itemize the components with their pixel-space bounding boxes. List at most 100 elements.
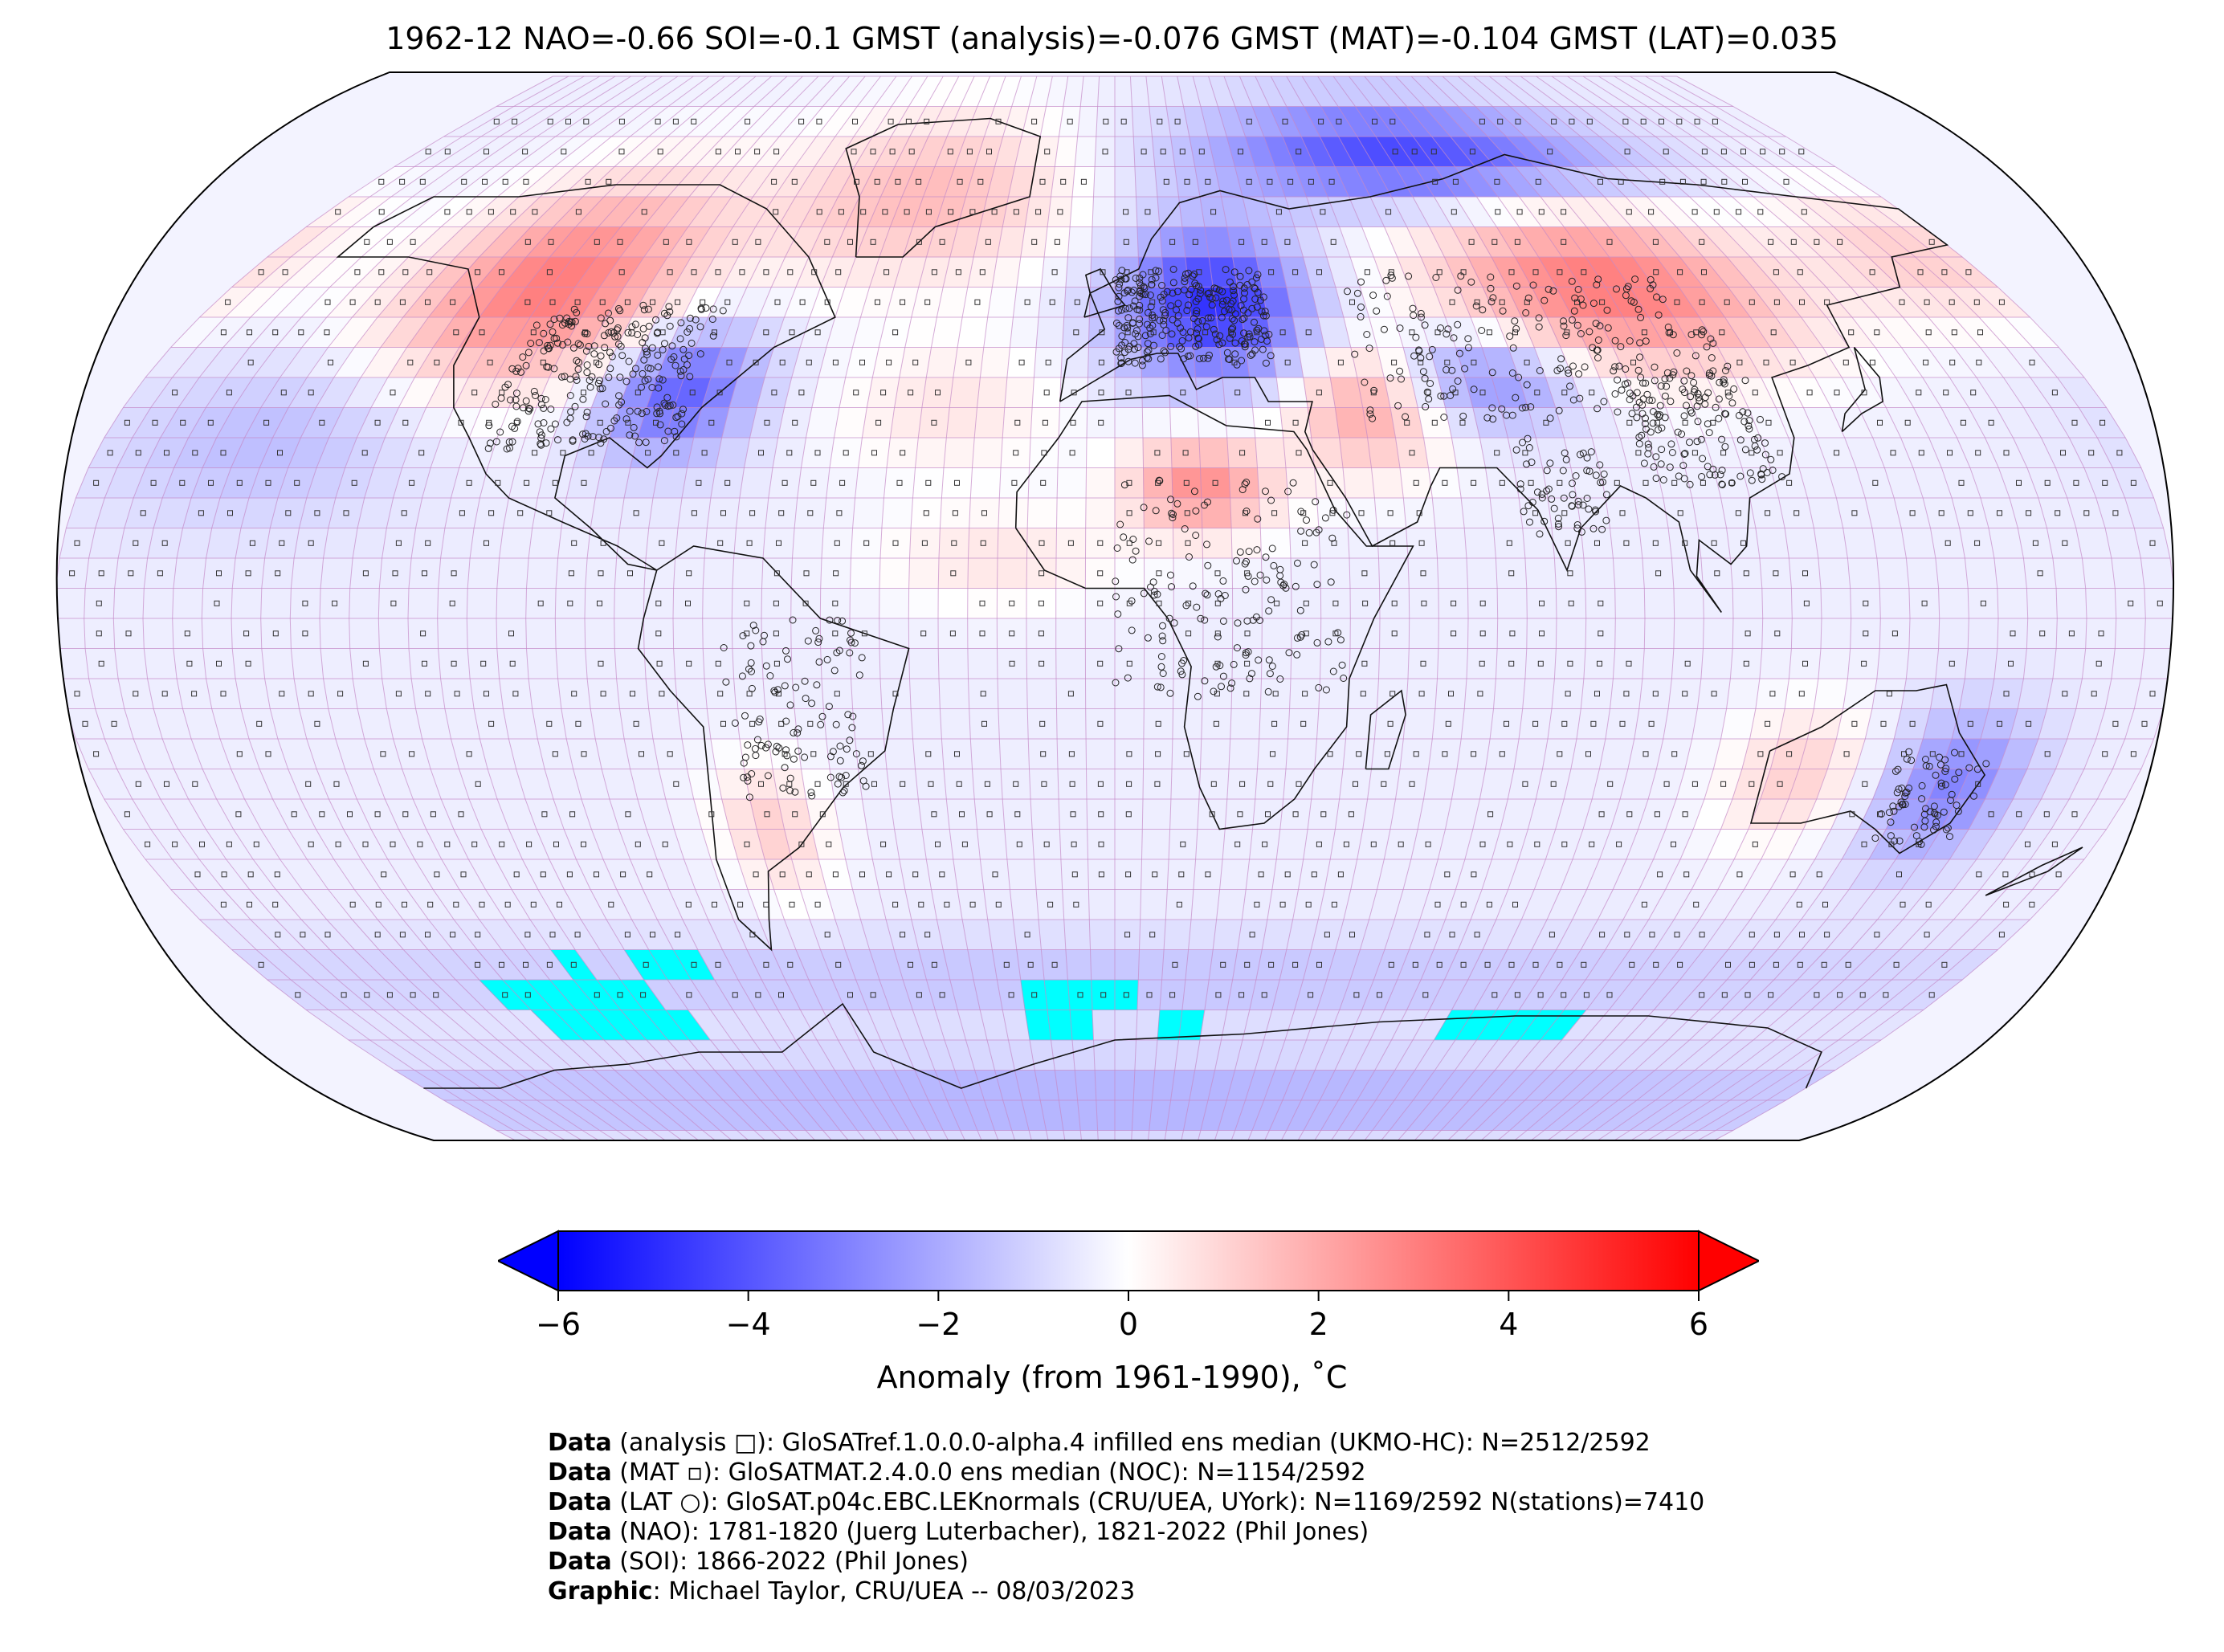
- anomaly-cell: [1071, 1039, 1096, 1071]
- anomaly-cell: [1463, 528, 1496, 559]
- anomaly-cell: [1067, 226, 1093, 258]
- anomaly-cell: [675, 678, 708, 709]
- anomaly-cell: [1871, 678, 1907, 709]
- anomaly-cell: [532, 708, 567, 740]
- anomaly-cell: [829, 437, 863, 468]
- anomaly-cell: [1318, 678, 1350, 709]
- anomaly-cell: [790, 618, 822, 649]
- anomaly-cell: [1522, 678, 1555, 709]
- anomaly-cell: [1791, 588, 1822, 619]
- anomaly-cell: [1959, 678, 1995, 709]
- anomaly-cell: [1371, 467, 1404, 499]
- anomaly-cell: [850, 648, 881, 679]
- anomaly-cell: [677, 497, 712, 528]
- world-anomaly-map: [55, 71, 2174, 1141]
- anomaly-cell: [855, 467, 888, 499]
- anomaly-cell: [84, 648, 119, 679]
- anomaly-cell: [590, 497, 625, 528]
- anomaly-cell: [1085, 497, 1116, 528]
- anomaly-cell: [883, 738, 916, 769]
- anomaly-cell: [1259, 497, 1290, 528]
- anomaly-cell: [1438, 618, 1469, 649]
- anomaly-cell: [1029, 769, 1059, 800]
- anomaly-cell: [1114, 618, 1145, 649]
- anomaly-cell: [1261, 618, 1292, 649]
- anomaly-cell: [1069, 1010, 1094, 1041]
- anomaly-cell: [1114, 678, 1145, 709]
- anomaly-cell: [706, 497, 741, 528]
- anomaly-cell: [1085, 618, 1116, 649]
- anomaly-cell: [823, 497, 855, 528]
- anomaly-cell: [681, 738, 716, 769]
- anomaly-cell: [2052, 557, 2087, 589]
- anomaly-cell: [1114, 528, 1145, 559]
- anomaly-cell: [1114, 1010, 1138, 1041]
- anomaly-cell: [1524, 648, 1557, 679]
- anomaly-cell: [1173, 618, 1204, 649]
- anomaly-cell: [1169, 798, 1200, 830]
- anomaly-cell: [1403, 708, 1436, 740]
- anomaly-cell: [1726, 528, 1761, 559]
- anomaly-cell: [1059, 377, 1088, 408]
- anomaly-cell: [1088, 347, 1116, 378]
- anomaly-cell: [352, 678, 387, 709]
- anomaly-cell: [1759, 557, 1792, 589]
- anomaly-cell: [1085, 708, 1116, 740]
- anomaly-cell: [438, 648, 471, 679]
- anomaly-cell: [1580, 528, 1614, 559]
- anomaly-cell: [1406, 528, 1438, 559]
- anomaly-cell: [113, 618, 145, 649]
- anomaly-cell: [1041, 949, 1068, 981]
- anomaly-cell: [202, 557, 236, 589]
- anomaly-cell: [555, 557, 588, 589]
- anomaly-cell: [1043, 226, 1071, 258]
- anomaly-cell: [496, 648, 529, 679]
- anomaly-cell: [2052, 648, 2087, 679]
- anomaly-cell: [1027, 738, 1059, 769]
- anomaly-cell: [1260, 678, 1292, 709]
- anomaly-cell: [586, 678, 620, 709]
- anomaly-cell: [943, 437, 975, 468]
- anomaly-cell: [968, 678, 999, 709]
- anomaly-cell: [967, 618, 998, 649]
- anomaly-cell: [1090, 949, 1116, 981]
- anomaly-cell: [1261, 588, 1292, 619]
- anomaly-cell: [1185, 949, 1214, 981]
- anomaly-cell: [1230, 497, 1261, 528]
- anomaly-cell: [585, 557, 617, 589]
- anomaly-cell: [1034, 859, 1063, 890]
- map-title: 1962-12 NAO=-0.66 SOI=-0.1 GMST (analysi…: [386, 21, 1838, 56]
- anomaly-cell: [1879, 618, 1911, 649]
- anomaly-cell: [1136, 1010, 1161, 1041]
- anomaly-cell: [1087, 377, 1116, 408]
- anomaly-cell: [173, 557, 206, 589]
- anomaly-cell: [1761, 588, 1793, 619]
- anomaly-cell: [1407, 557, 1439, 589]
- anomaly-cell: [440, 528, 475, 559]
- anomaly-cell: [1908, 618, 1940, 649]
- anomaly-cell: [1614, 588, 1646, 619]
- anomaly-cell: [379, 648, 412, 679]
- anomaly-cell: [886, 437, 919, 468]
- anomaly-cell: [1642, 648, 1675, 679]
- anomaly-cell: [1613, 648, 1645, 679]
- anomaly-cell: [349, 648, 382, 679]
- anomaly-cell: [1114, 859, 1142, 890]
- anomaly-cell: [969, 497, 1000, 528]
- anomaly-cell: [1349, 618, 1381, 649]
- anomaly-cell: [1114, 467, 1145, 499]
- anomaly-cell: [1074, 136, 1097, 167]
- anomaly-cell: [1134, 166, 1158, 198]
- anomaly-cell: [1077, 106, 1098, 137]
- anomaly-cell: [1431, 708, 1465, 740]
- anomaly-cell: [1556, 588, 1586, 619]
- anomaly-cell: [56, 588, 86, 619]
- anomaly-cell: [1279, 798, 1312, 830]
- anomaly-cell: [1496, 618, 1528, 649]
- anomaly-cell: [1026, 497, 1058, 528]
- anomaly-cell: [1069, 196, 1094, 227]
- anomaly-cell: [1671, 648, 1704, 679]
- anomaly-cell: [1226, 437, 1258, 468]
- anomaly-cell: [1132, 1070, 1156, 1101]
- anomaly-cell: [909, 678, 941, 709]
